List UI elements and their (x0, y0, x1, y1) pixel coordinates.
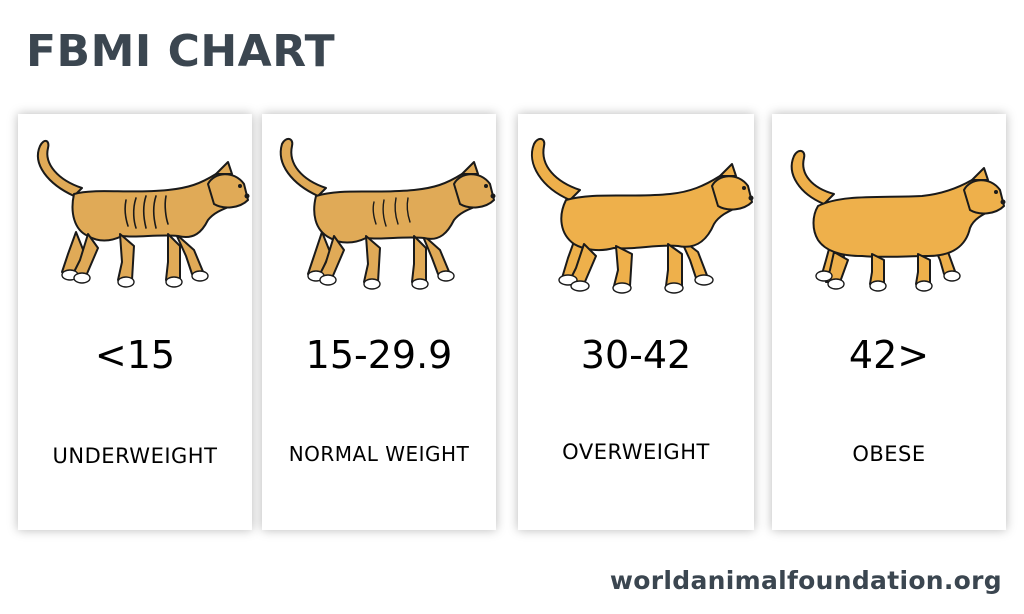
fbmi-range: 42> (848, 333, 930, 377)
card-underweight: <15 UNDERWEIGHT (18, 114, 252, 530)
fbmi-range: <15 (94, 333, 176, 377)
fbmi-range: 30-42 (580, 333, 692, 377)
obese-cat-icon (790, 150, 1006, 292)
category-label: UNDERWEIGHT (52, 444, 218, 468)
card-normal-weight: 15-29.9 NORMAL WEIGHT (262, 114, 496, 530)
website-url: worldanimalfoundation.org (609, 566, 1002, 595)
category-label: OBESE (852, 442, 926, 466)
fbmi-range: 15-29.9 (305, 333, 453, 377)
card-overweight: 30-42 OVERWEIGHT (518, 114, 754, 530)
thin-cat-icon (37, 140, 250, 288)
category-label: NORMAL WEIGHT (288, 442, 470, 466)
overweight-cat-icon (531, 138, 754, 294)
card-obese: 42> OBESE (772, 114, 1006, 530)
page-title: FBMI CHART (26, 26, 336, 77)
normal-cat-icon (279, 138, 496, 290)
category-label: OVERWEIGHT (562, 440, 710, 464)
